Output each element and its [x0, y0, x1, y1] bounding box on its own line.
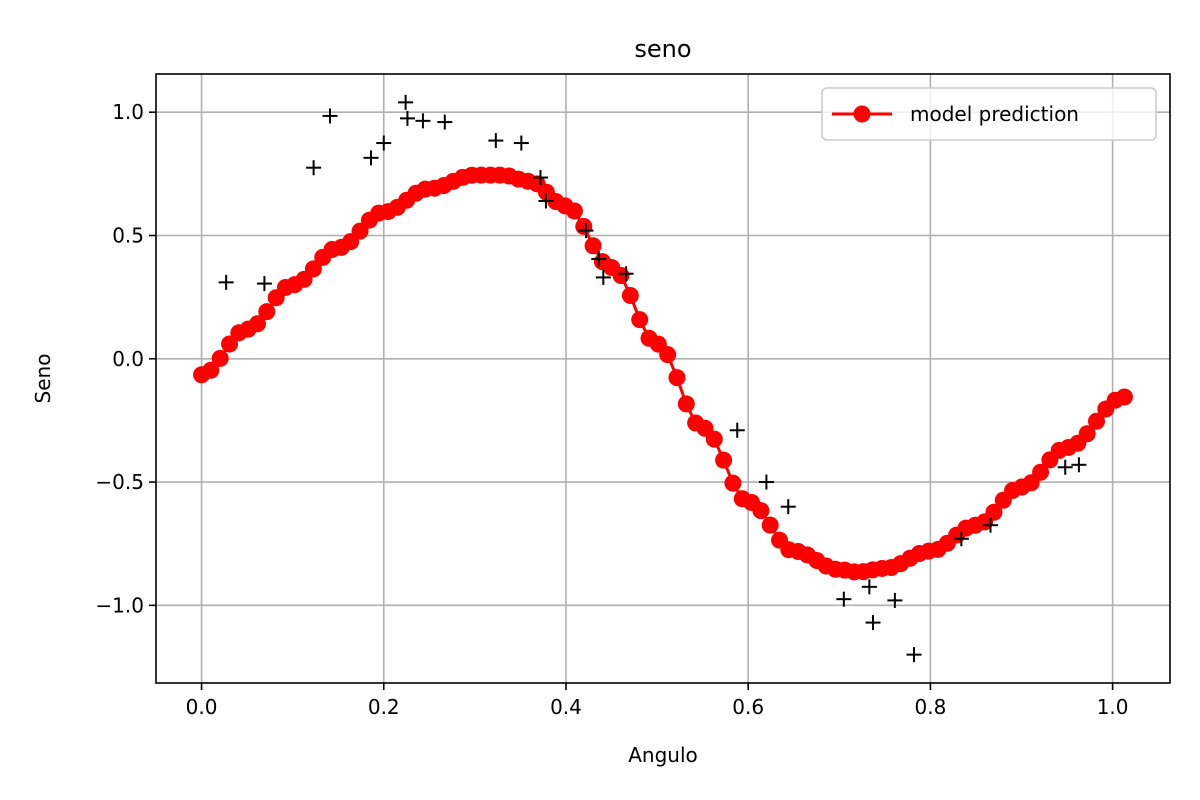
model-prediction-point: [631, 311, 649, 329]
observed-point: [1071, 457, 1087, 473]
x-tick-label: 0.0: [186, 695, 218, 719]
observed-point: [322, 108, 338, 124]
observed-point: [983, 517, 999, 533]
plot-frame: [155, 73, 1171, 684]
observed-point: [398, 94, 414, 110]
observed-point: [887, 592, 903, 608]
model-prediction-point: [1115, 388, 1133, 406]
observed-point: [780, 499, 796, 515]
observed-point: [513, 135, 529, 151]
model-prediction-point: [985, 503, 1003, 521]
observed-point: [306, 160, 322, 176]
model-prediction-point: [724, 474, 742, 492]
model-prediction-point: [1032, 463, 1050, 481]
model-prediction-point: [1078, 425, 1096, 443]
model-prediction-point: [705, 430, 723, 448]
chart-title: seno: [634, 35, 691, 63]
legend-box: [821, 87, 1157, 141]
y-tick-label: −0.5: [95, 470, 144, 494]
model-prediction-point: [659, 346, 677, 364]
observed-point: [488, 133, 504, 149]
observed-point: [595, 269, 611, 285]
y-tick-label: 0.0: [112, 347, 144, 371]
y-axis-ticks: −1.0 −0.5 0.0 0.5 1.0: [95, 100, 156, 617]
observed-point: [256, 276, 272, 292]
observed-point: [532, 170, 548, 186]
observed-point: [618, 266, 634, 282]
x-axis-ticks: 0.0 0.2 0.4 0.6 0.8 1.0: [186, 683, 1129, 719]
y-axis-label: Seno: [31, 354, 55, 404]
y-tick-label: 0.5: [112, 223, 144, 247]
y-tick-label: 1.0: [112, 100, 144, 124]
model-prediction-point: [304, 260, 322, 278]
model-prediction-point: [621, 287, 639, 305]
observed-point: [218, 274, 234, 290]
observed-point: [363, 150, 379, 166]
model-prediction-point: [202, 361, 220, 379]
model-prediction-point: [221, 335, 239, 353]
model-prediction-point: [248, 315, 266, 333]
observed-point: [861, 579, 877, 595]
observed-point: [1057, 459, 1073, 475]
model-prediction-point: [211, 349, 229, 367]
model-prediction-point: [677, 395, 695, 413]
x-tick-label: 0.8: [914, 695, 946, 719]
observed-point: [399, 110, 415, 126]
model-prediction-point: [584, 237, 602, 255]
model-prediction-point: [761, 516, 779, 534]
x-tick-label: 0.2: [368, 695, 400, 719]
model-prediction-point: [668, 369, 686, 387]
model-prediction-point: [258, 303, 276, 321]
observed-point: [758, 474, 774, 490]
observed-point: [437, 114, 453, 130]
observed-point: [415, 113, 431, 129]
model-prediction-point: [752, 502, 770, 520]
model-prediction-point: [1087, 412, 1105, 430]
observed-point: [953, 531, 969, 547]
x-tick-label: 0.6: [732, 695, 764, 719]
observed-point: [836, 591, 852, 607]
observed-point: [729, 422, 745, 438]
observed-point: [591, 251, 607, 267]
model-prediction-point: [575, 217, 593, 235]
x-axis-label: Angulo: [628, 743, 698, 767]
model-prediction-series: [193, 166, 1133, 581]
legend-marker-swatch: [853, 105, 871, 123]
observed-point: [865, 615, 881, 631]
model-prediction-point: [715, 451, 733, 469]
legend-entry-label: model prediction: [910, 102, 1079, 126]
observed-points-series: [218, 94, 1087, 663]
x-tick-label: 0.4: [550, 695, 582, 719]
observed-point: [578, 223, 594, 239]
y-tick-label: −1.0: [95, 593, 144, 617]
legend: model prediction: [821, 87, 1157, 141]
x-tick-label: 1.0: [1097, 695, 1129, 719]
model-prediction-point: [565, 202, 583, 220]
observed-point: [906, 647, 922, 663]
observed-point: [538, 193, 554, 209]
observed-point: [376, 135, 392, 151]
